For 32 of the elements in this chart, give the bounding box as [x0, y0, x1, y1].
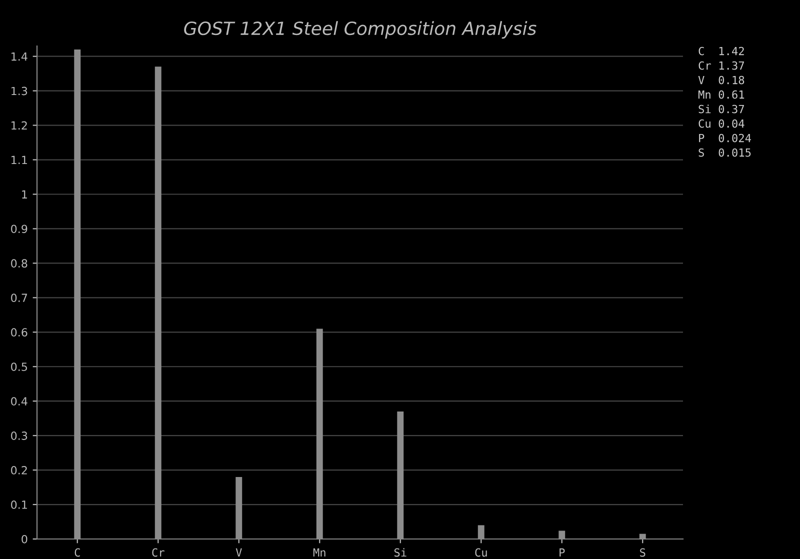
x-tick-label: V — [236, 548, 242, 557]
y-tick-label: 1.4 — [12, 52, 28, 61]
y-tick-label: 0.4 — [11, 397, 28, 406]
y-tick-label: 1 — [22, 190, 27, 198]
y-tick-label: 0.3 — [11, 432, 28, 440]
text: Cu 0.04 — [698, 119, 744, 128]
y-tick-label: 1.3 — [12, 86, 28, 96]
y-tick-label: 0.6 — [11, 328, 28, 337]
y-tick-label: 0.1 — [11, 500, 27, 509]
y-tick-label: 1.2 — [12, 121, 27, 130]
text: P 0.024 — [699, 134, 751, 142]
x-tick-label: Cr — [152, 548, 164, 557]
y-tick-label: 0.5 — [11, 362, 27, 371]
y-tick-label: 0 — [22, 534, 28, 544]
text: S 0.015 — [698, 148, 751, 157]
text: Cr 1.37 — [698, 61, 744, 70]
text: V 0.18 — [698, 76, 744, 84]
x-tick-label: Si — [394, 548, 406, 557]
x-tick-label: Mn — [313, 548, 326, 557]
x-tick-label: P — [560, 548, 565, 557]
text: Mn 0.61 — [698, 90, 744, 99]
x-tick-label: C — [74, 548, 80, 557]
y-tick-label: 1.1 — [12, 156, 27, 164]
text: C 1.42 — [698, 46, 744, 56]
text: Si 0.37 — [698, 104, 744, 114]
y-tick-label: 0.7 — [11, 294, 28, 302]
y-tick-label: 0.2 — [11, 466, 27, 474]
x-tick-label: S — [640, 548, 646, 557]
y-tick-label: 0.8 — [11, 259, 28, 268]
y-tick-label: 0.9 — [11, 224, 28, 234]
x-tick-label: Cu — [475, 548, 487, 557]
chart-title: GOST 12X1 Steel Composition Analysis — [184, 21, 536, 39]
